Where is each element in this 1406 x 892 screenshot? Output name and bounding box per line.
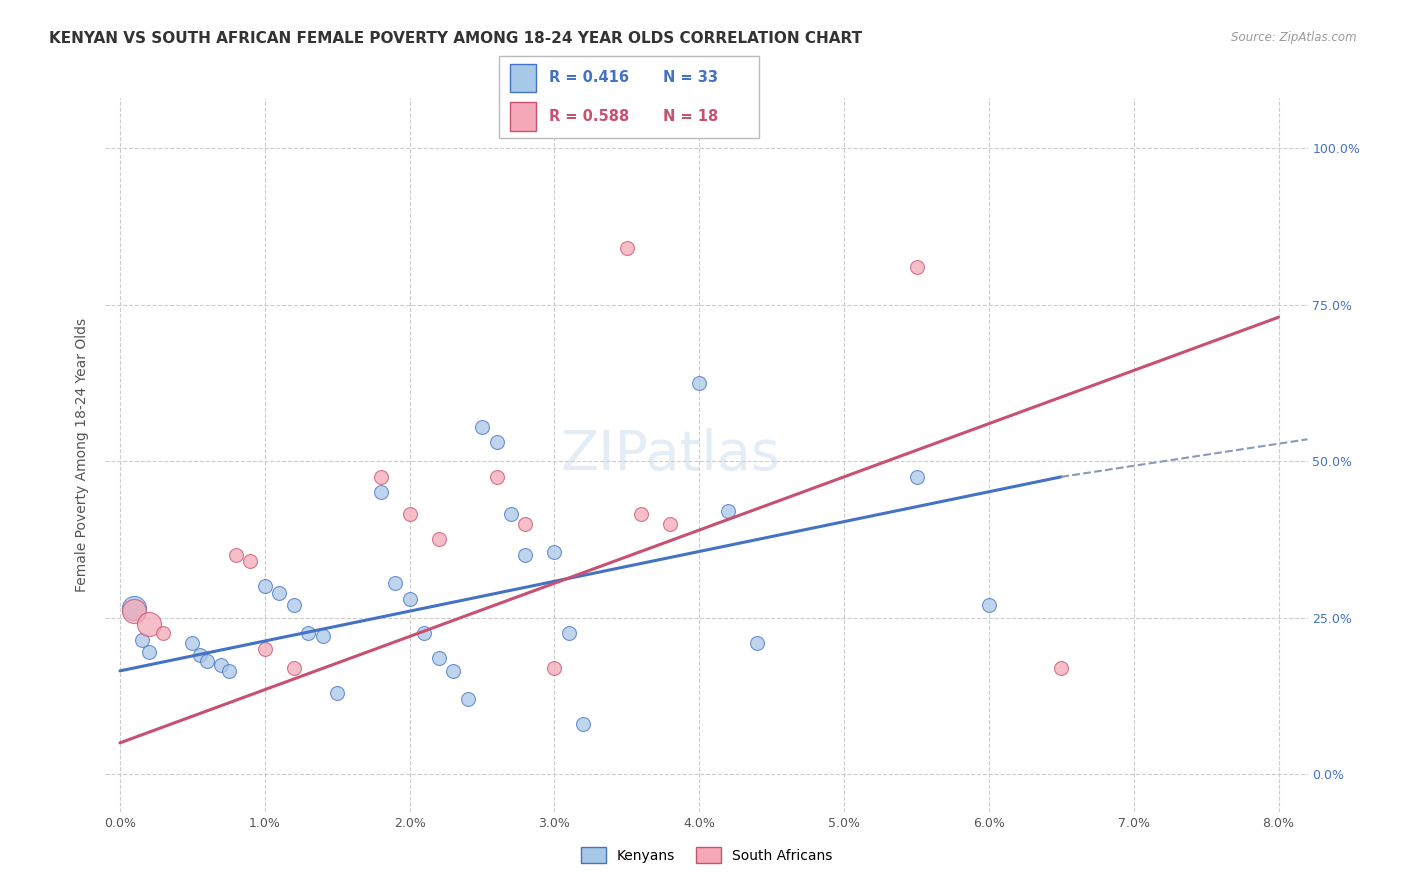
- Point: [427, 651, 450, 665]
- Point: [312, 630, 335, 644]
- Point: [515, 516, 537, 531]
- Point: [124, 601, 146, 615]
- Point: [370, 470, 392, 484]
- Point: [905, 470, 928, 484]
- Text: R = 0.416: R = 0.416: [548, 70, 628, 85]
- Text: ZIPatlas: ZIPatlas: [561, 428, 780, 482]
- Point: [269, 585, 291, 599]
- Point: [124, 604, 146, 618]
- Point: [326, 686, 349, 700]
- Point: [630, 508, 652, 522]
- Point: [747, 636, 769, 650]
- Point: [499, 508, 522, 522]
- FancyBboxPatch shape: [499, 56, 759, 138]
- Point: [1050, 661, 1073, 675]
- Point: [253, 579, 276, 593]
- Point: [905, 260, 928, 274]
- Point: [471, 419, 494, 434]
- Text: N = 33: N = 33: [664, 70, 718, 85]
- FancyBboxPatch shape: [509, 63, 536, 92]
- Point: [225, 548, 247, 562]
- Point: [977, 598, 1000, 612]
- Point: [659, 516, 682, 531]
- Point: [297, 626, 319, 640]
- Point: [688, 376, 710, 390]
- Point: [283, 661, 305, 675]
- Point: [209, 657, 232, 672]
- Point: [441, 664, 464, 678]
- Point: [188, 648, 211, 663]
- Point: [485, 470, 508, 484]
- Point: [616, 241, 638, 255]
- Text: KENYAN VS SOUTH AFRICAN FEMALE POVERTY AMONG 18-24 YEAR OLDS CORRELATION CHART: KENYAN VS SOUTH AFRICAN FEMALE POVERTY A…: [49, 31, 862, 46]
- Point: [253, 642, 276, 657]
- Point: [558, 626, 581, 640]
- Point: [138, 616, 160, 631]
- FancyBboxPatch shape: [509, 103, 536, 131]
- Y-axis label: Female Poverty Among 18-24 Year Olds: Female Poverty Among 18-24 Year Olds: [76, 318, 90, 592]
- Point: [398, 591, 420, 606]
- Point: [717, 504, 740, 518]
- Point: [370, 485, 392, 500]
- Point: [384, 576, 406, 591]
- Point: [413, 626, 436, 640]
- Point: [515, 548, 537, 562]
- Legend: Kenyans, South Africans: Kenyans, South Africans: [575, 842, 838, 869]
- Point: [239, 554, 262, 568]
- Point: [131, 632, 153, 647]
- Point: [138, 645, 160, 659]
- Point: [195, 655, 218, 669]
- Point: [457, 692, 479, 706]
- Point: [181, 636, 204, 650]
- Point: [283, 598, 305, 612]
- Point: [543, 545, 565, 559]
- Text: R = 0.588: R = 0.588: [548, 109, 628, 124]
- Point: [543, 661, 565, 675]
- Point: [398, 508, 420, 522]
- Point: [485, 435, 508, 450]
- Point: [427, 533, 450, 547]
- Point: [218, 664, 240, 678]
- Text: N = 18: N = 18: [664, 109, 718, 124]
- Point: [152, 626, 174, 640]
- Point: [572, 717, 595, 731]
- Text: Source: ZipAtlas.com: Source: ZipAtlas.com: [1232, 31, 1357, 45]
